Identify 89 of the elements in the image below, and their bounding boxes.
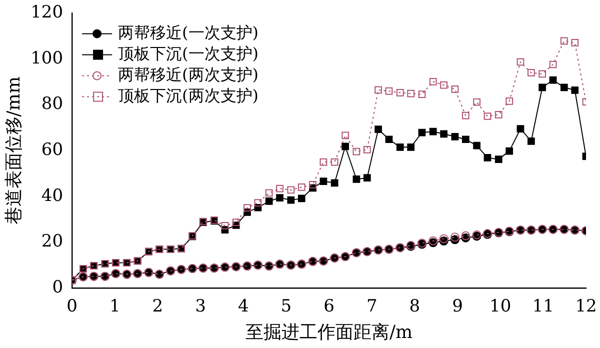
- point: [418, 90, 426, 98]
- point: [571, 39, 579, 46]
- point: [571, 86, 579, 94]
- point: [320, 178, 328, 185]
- point: [374, 86, 382, 94]
- legend-label: 顶板下沉(一次支护): [118, 44, 259, 63]
- x-axis-title: 至掘进工作面距离/m: [245, 322, 413, 343]
- point: [276, 184, 284, 192]
- point: [363, 174, 371, 182]
- y-tick-label: 100: [30, 48, 64, 68]
- point: [450, 232, 460, 242]
- x-tick-label: 7: [366, 296, 378, 317]
- point: [407, 143, 415, 151]
- y-axis-title: 巷道表面位移/mm: [3, 76, 24, 225]
- point: [516, 125, 524, 133]
- point: [287, 186, 295, 194]
- point: [320, 158, 328, 166]
- point: [484, 112, 492, 120]
- point: [462, 112, 470, 120]
- x-tick-label: 0: [66, 296, 78, 317]
- point: [385, 136, 393, 144]
- point: [342, 132, 349, 140]
- legend-label: 顶板下沉(两次支护): [118, 86, 259, 105]
- x-tick-label: 6: [324, 296, 334, 317]
- point: [363, 146, 371, 154]
- point: [265, 198, 273, 205]
- point: [352, 176, 360, 183]
- y-tick-label: 80: [41, 94, 64, 114]
- point: [429, 78, 437, 86]
- point: [287, 196, 295, 204]
- point: [440, 130, 448, 138]
- x-tick-label: 2: [152, 296, 164, 317]
- point: [506, 97, 514, 105]
- point: [232, 218, 240, 226]
- point: [549, 60, 557, 68]
- point: [451, 86, 459, 93]
- point: [352, 148, 360, 156]
- point: [309, 181, 316, 188]
- point: [374, 126, 382, 133]
- x-tick-label: 4: [238, 296, 249, 317]
- point: [396, 88, 404, 96]
- point: [418, 128, 426, 136]
- x-tick-label: 12: [575, 296, 597, 317]
- point: [473, 142, 480, 150]
- point: [549, 76, 557, 84]
- y-tick-label: 20: [41, 232, 64, 252]
- point: [221, 222, 229, 230]
- y-tick-label: 60: [41, 140, 64, 160]
- point: [516, 58, 524, 66]
- point: [244, 204, 251, 212]
- point: [276, 194, 284, 202]
- x-tick-label: 3: [195, 296, 206, 317]
- point: [560, 37, 568, 45]
- point: [527, 138, 535, 145]
- point: [527, 69, 535, 76]
- point: [385, 87, 393, 95]
- x-tick-label: 8: [409, 296, 420, 317]
- point: [330, 158, 338, 166]
- point: [451, 132, 459, 140]
- point: [462, 136, 470, 144]
- x-tick-label: 9: [452, 296, 463, 317]
- point: [538, 70, 546, 78]
- point: [484, 154, 492, 162]
- x-tick-label: 11: [532, 296, 554, 317]
- point: [298, 184, 306, 191]
- y-tick-label: 120: [30, 2, 64, 23]
- point: [330, 179, 338, 187]
- point: [473, 98, 480, 106]
- point: [538, 84, 546, 92]
- point: [396, 143, 404, 151]
- point: [494, 156, 502, 163]
- point: [560, 84, 568, 92]
- y-tick-label: 0: [52, 277, 64, 298]
- point: [494, 110, 502, 118]
- x-tick-label: 10: [490, 296, 512, 317]
- point: [342, 142, 349, 150]
- x-tick-label: 1: [109, 296, 120, 317]
- legend-label: 两帮移近(两次支护): [118, 64, 259, 84]
- point: [254, 199, 262, 206]
- point: [298, 194, 306, 202]
- point: [265, 189, 273, 197]
- point: [439, 234, 448, 244]
- point: [506, 147, 514, 155]
- legend-label: 两帮移近(一次支护): [118, 22, 259, 42]
- y-tick-label: 40: [41, 186, 64, 206]
- point: [429, 128, 437, 136]
- x-tick-label: 5: [280, 296, 292, 317]
- point: [440, 81, 448, 89]
- point: [407, 90, 415, 98]
